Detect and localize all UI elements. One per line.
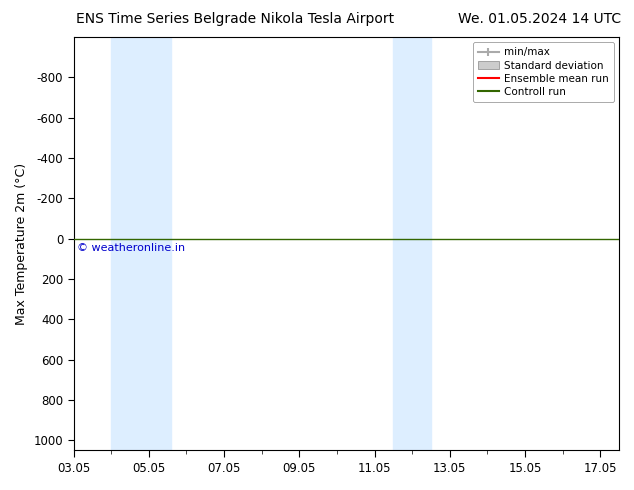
Bar: [111, 37, 171, 450]
Text: © weatheronline.in: © weatheronline.in: [77, 243, 186, 253]
Legend: min/max, Standard deviation, Ensemble mean run, Controll run: min/max, Standard deviation, Ensemble me…: [472, 42, 614, 102]
Text: ENS Time Series Belgrade Nikola Tesla Airport: ENS Time Series Belgrade Nikola Tesla Ai…: [76, 12, 394, 26]
Text: We. 01.05.2024 14 UTC: We. 01.05.2024 14 UTC: [458, 12, 621, 26]
Y-axis label: Max Temperature 2m (°C): Max Temperature 2m (°C): [15, 163, 28, 325]
Bar: [393, 37, 431, 450]
